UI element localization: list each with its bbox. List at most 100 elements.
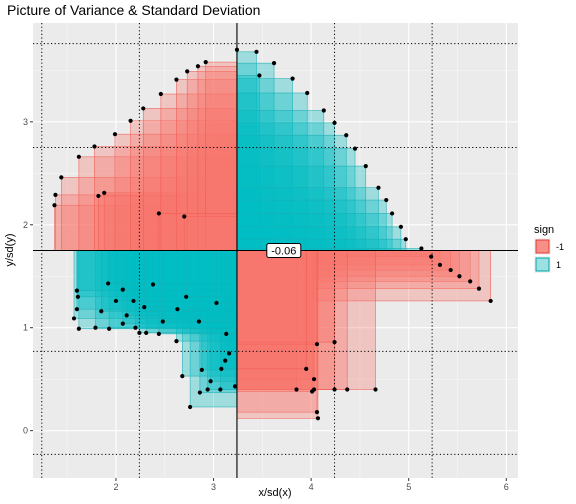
x-tick-label: 2 bbox=[113, 482, 118, 492]
variance-rect-negative bbox=[236, 250, 335, 390]
variance-rect-negative bbox=[130, 120, 238, 251]
variance-rect-positive bbox=[236, 134, 347, 251]
data-point bbox=[156, 331, 161, 336]
variance-rect-negative bbox=[236, 250, 319, 419]
data-point bbox=[437, 262, 443, 268]
variance-rect-positive bbox=[185, 250, 238, 298]
data-point bbox=[234, 47, 240, 52]
data-point bbox=[199, 367, 204, 373]
data-point bbox=[175, 307, 180, 312]
y-tick-label: 2 bbox=[23, 220, 28, 230]
variance-rect-positive bbox=[236, 110, 325, 251]
variance-rect-positive bbox=[95, 250, 238, 329]
variance-rect-negative bbox=[197, 65, 238, 251]
variance-rect-negative bbox=[186, 71, 238, 251]
data-point bbox=[321, 108, 326, 113]
y-axis-label: y/sd(y) bbox=[4, 234, 16, 267]
data-point bbox=[314, 410, 320, 415]
data-point bbox=[214, 300, 219, 306]
variance-rect-negative bbox=[78, 156, 238, 251]
data-point bbox=[398, 224, 403, 229]
data-point bbox=[376, 185, 381, 190]
data-point bbox=[332, 120, 337, 125]
variance-rect-negative bbox=[114, 133, 238, 251]
data-point bbox=[76, 154, 81, 159]
data-point bbox=[290, 76, 295, 81]
data-point bbox=[208, 379, 213, 384]
x-tick-label: 3 bbox=[211, 482, 216, 492]
data-point bbox=[188, 404, 193, 410]
data-point bbox=[112, 132, 118, 137]
variance-rect-positive bbox=[236, 78, 293, 251]
variance-rect-negative bbox=[236, 250, 315, 380]
data-point bbox=[223, 358, 228, 363]
variance-rect-negative bbox=[236, 250, 318, 413]
x-axis-ticks: 2 3 4 5 6 bbox=[113, 478, 509, 492]
variance-rect-negative bbox=[236, 250, 315, 390]
variance-rect-negative bbox=[205, 61, 238, 251]
variance-rect-negative bbox=[236, 250, 318, 345]
data-point bbox=[203, 60, 208, 65]
data-point bbox=[271, 61, 277, 66]
data-point bbox=[92, 144, 97, 149]
data-point bbox=[363, 163, 368, 169]
data-point bbox=[158, 91, 163, 97]
data-point bbox=[468, 279, 473, 284]
data-point bbox=[160, 319, 165, 324]
variance-rect-positive bbox=[152, 250, 238, 285]
x-tick-label: 6 bbox=[504, 482, 509, 492]
data-point bbox=[120, 321, 125, 326]
data-point bbox=[93, 325, 98, 330]
data-point bbox=[218, 387, 223, 392]
variance-rect-positive bbox=[216, 250, 238, 304]
data-point bbox=[457, 274, 462, 279]
data-point bbox=[137, 330, 142, 335]
data-point bbox=[429, 254, 434, 259]
y-tick-label: 3 bbox=[23, 117, 28, 127]
data-point bbox=[124, 313, 129, 318]
data-point bbox=[96, 193, 101, 199]
x-tick-label: 4 bbox=[309, 482, 314, 492]
data-point bbox=[345, 387, 350, 392]
data-point bbox=[71, 316, 77, 321]
variance-rect-positive bbox=[126, 250, 238, 316]
data-point bbox=[332, 340, 337, 345]
data-point bbox=[314, 342, 320, 347]
data-point bbox=[75, 294, 80, 299]
data-point bbox=[113, 298, 119, 304]
variance-rect-positive bbox=[236, 75, 260, 251]
data-point bbox=[257, 73, 262, 78]
legend-swatch-negative bbox=[535, 239, 550, 254]
data-point bbox=[227, 351, 232, 356]
data-point bbox=[182, 214, 187, 219]
legend-label-negative: -1 bbox=[556, 242, 564, 252]
data-point bbox=[76, 326, 81, 331]
y-axis-ticks: 0 1 2 3 bbox=[23, 117, 33, 436]
data-point bbox=[197, 390, 202, 395]
data-point bbox=[180, 373, 185, 379]
data-point bbox=[74, 288, 80, 293]
legend-title: sign bbox=[534, 224, 554, 236]
variance-rect-negative bbox=[236, 250, 335, 343]
data-point bbox=[141, 106, 146, 111]
data-point bbox=[311, 377, 317, 382]
chart-title: Picture of Variance & Standard Deviation bbox=[7, 2, 260, 18]
data-point bbox=[448, 267, 453, 273]
variance-rect-negative bbox=[94, 146, 238, 251]
data-point bbox=[156, 211, 161, 216]
data-point bbox=[219, 366, 224, 371]
variance-rect-negative bbox=[176, 79, 238, 251]
legend-swatch-positive bbox=[535, 257, 550, 272]
legend-key-positive bbox=[534, 256, 551, 273]
data-point bbox=[403, 237, 408, 242]
legend-label-positive: 1 bbox=[556, 260, 561, 270]
variance-rect-positive bbox=[133, 250, 238, 302]
variance-rect-positive bbox=[236, 92, 308, 251]
data-point bbox=[352, 146, 358, 151]
data-point bbox=[185, 69, 190, 74]
data-point bbox=[74, 307, 80, 312]
data-point bbox=[184, 294, 189, 299]
data-point bbox=[99, 309, 104, 314]
x-axis-label: x/sd(x) bbox=[259, 487, 292, 499]
